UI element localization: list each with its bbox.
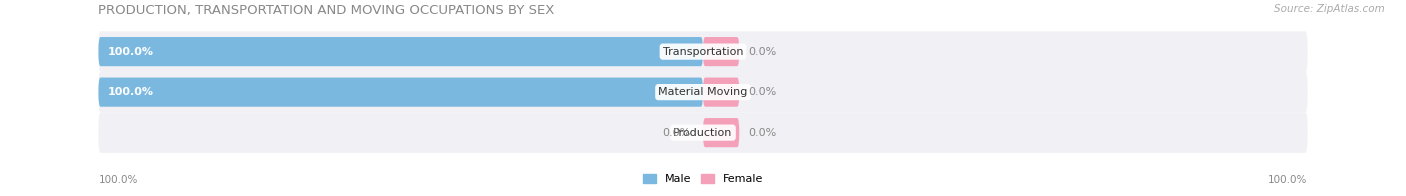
Text: Material Moving: Material Moving [658, 87, 748, 97]
Text: 100.0%: 100.0% [98, 175, 138, 185]
FancyBboxPatch shape [98, 78, 703, 107]
FancyBboxPatch shape [98, 72, 1308, 112]
Text: 0.0%: 0.0% [662, 128, 690, 138]
Text: 100.0%: 100.0% [107, 47, 153, 57]
FancyBboxPatch shape [98, 37, 703, 66]
Text: 100.0%: 100.0% [107, 87, 153, 97]
Text: Production: Production [673, 128, 733, 138]
Text: 0.0%: 0.0% [748, 128, 776, 138]
Text: Transportation: Transportation [662, 47, 744, 57]
Text: 0.0%: 0.0% [748, 47, 776, 57]
FancyBboxPatch shape [703, 78, 740, 107]
FancyBboxPatch shape [98, 31, 1308, 72]
Legend: Male, Female: Male, Female [638, 169, 768, 189]
Text: 100.0%: 100.0% [1268, 175, 1308, 185]
Text: PRODUCTION, TRANSPORTATION AND MOVING OCCUPATIONS BY SEX: PRODUCTION, TRANSPORTATION AND MOVING OC… [98, 4, 555, 17]
FancyBboxPatch shape [703, 37, 740, 66]
Text: Source: ZipAtlas.com: Source: ZipAtlas.com [1274, 4, 1385, 14]
FancyBboxPatch shape [98, 112, 1308, 153]
FancyBboxPatch shape [703, 118, 740, 147]
Text: 0.0%: 0.0% [748, 87, 776, 97]
